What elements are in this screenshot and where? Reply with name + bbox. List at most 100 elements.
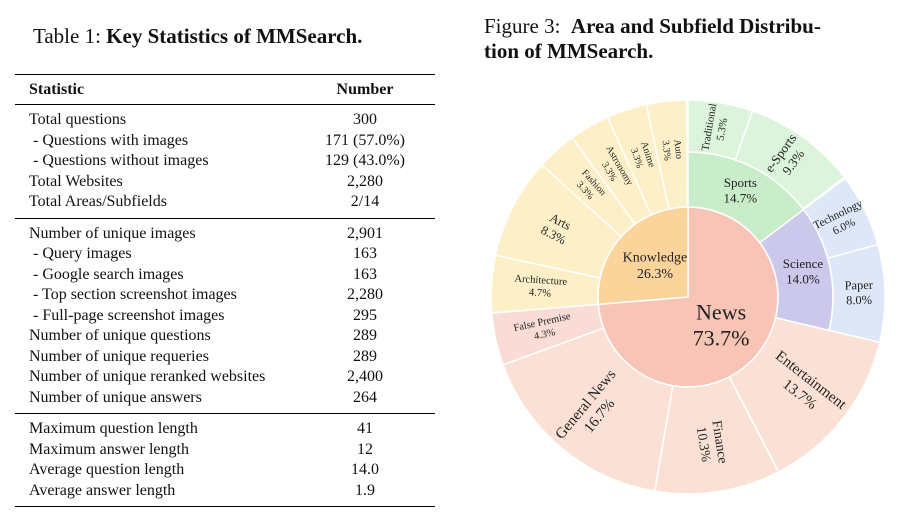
segment-name: News xyxy=(696,299,746,324)
row-group: Total questions 300 - Questions with image… xyxy=(15,104,435,218)
segment-value: 73.7% xyxy=(693,326,750,351)
caption-title: Area and Subfield Distribu- xyxy=(570,14,821,38)
sunburst-segment xyxy=(728,316,881,473)
number-cell: 129 (43.0%) xyxy=(325,152,405,170)
segment-name: Paper xyxy=(845,278,874,293)
number-cell: 2,400 xyxy=(347,368,383,386)
statistic-cell: Maximum question length xyxy=(29,420,198,438)
sunburst-chart: News73.7%Sports14.7%Traditional5.3%e-Spo… xyxy=(490,99,886,495)
number-cell: 289 xyxy=(353,347,377,365)
caption-label: Figure 3: xyxy=(484,14,561,38)
caption-label: Table 1: xyxy=(33,24,101,48)
sunburst-segment xyxy=(734,109,846,210)
statistic-cell: Number of unique requeries xyxy=(29,347,209,365)
segment-value: 8.0% xyxy=(846,293,872,307)
segment-value: 4.3% xyxy=(533,327,557,342)
header-row: Statistic Number xyxy=(15,75,435,104)
statistic-cell: Total questions xyxy=(29,111,127,129)
segment-name: Science xyxy=(783,256,824,271)
number-cell: 163 xyxy=(353,245,377,263)
segment-name: Architecture xyxy=(514,274,568,288)
number-cell: 12 xyxy=(357,440,373,458)
row-group: Maximum question length 41 Maximum answer … xyxy=(15,413,435,506)
table-row: Number of unique answers 264 xyxy=(15,388,435,409)
number-cell: 1.9 xyxy=(355,481,375,499)
table-row: Total Areas/Subfields 2/14 xyxy=(15,192,435,213)
statistic-cell: Total Websites xyxy=(29,172,123,190)
number-cell: 163 xyxy=(353,265,377,283)
segment-value: 14.7% xyxy=(724,191,758,206)
statistic-cell: Average question length xyxy=(29,461,185,479)
segment-name: Auto xyxy=(671,139,684,160)
row-group: Number of unique images 2,901 - Query imag… xyxy=(15,217,435,414)
caption-title: Key Statistics of MMSearch. xyxy=(106,24,363,48)
number-cell: 2,280 xyxy=(347,286,383,304)
table-row: Average answer length 1.9 xyxy=(15,481,435,502)
segment-name: Finance xyxy=(709,419,730,464)
statistic-cell: Number of unique questions xyxy=(29,327,211,345)
statistic-cell: - Questions with images xyxy=(33,131,189,149)
number-cell: 2,280 xyxy=(347,172,383,190)
segment-name: Sports xyxy=(724,175,757,190)
header-cell: Statistic xyxy=(29,80,85,98)
table-row: Maximum answer length 12 xyxy=(15,440,435,461)
segment-value: 3.3% xyxy=(660,140,673,162)
table-row: - Top section screenshot images 2,280 xyxy=(15,285,435,306)
segment-value: 5.3% xyxy=(715,117,731,141)
number-cell: 171 (57.0%) xyxy=(325,131,405,149)
table-row: Number of unique reranked websites 2,400 xyxy=(15,367,435,388)
table-row: Maximum question length 41 xyxy=(15,419,435,440)
header-cell: Number xyxy=(336,80,394,98)
table: Statistic Number Total questions 300 - Quest… xyxy=(15,74,435,507)
statistic-cell: - Top section screenshot images xyxy=(33,286,237,304)
statistic-cell: Total Areas/Subfields xyxy=(29,193,167,211)
table-row: - Questions without images 129 (43.0%) xyxy=(15,151,435,172)
caption-title: tion of MMSearch. xyxy=(484,39,654,63)
table-row: - Google search images 163 xyxy=(15,265,435,286)
number-cell: 41 xyxy=(357,420,373,438)
table-row: Number of unique requeries 289 xyxy=(15,347,435,368)
table-row: Average question length 14.0 xyxy=(15,460,435,481)
number-cell: 289 xyxy=(353,327,377,345)
segment-label: Knowledge 26.3% xyxy=(623,250,688,282)
statistic-cell: - Questions without images xyxy=(33,152,209,170)
statistic-cell: Maximum answer length xyxy=(29,440,189,458)
segment-value: 26.3% xyxy=(637,267,674,282)
sunburst-segment xyxy=(645,99,689,210)
table-caption: Table 1: Key Statistics of MMSearch. xyxy=(33,24,362,49)
statistic-cell: - Google search images xyxy=(33,265,184,283)
segment-value: 4.7% xyxy=(529,287,552,299)
sunburst-segment xyxy=(502,327,674,493)
table-row: Total questions 300 xyxy=(15,110,435,131)
number-cell: 14.0 xyxy=(351,461,379,479)
table-row: - Query images 163 xyxy=(15,244,435,265)
table-row: - Questions with images 171 (57.0%) xyxy=(15,131,435,152)
table-row: Total Websites 2,280 xyxy=(15,172,435,193)
statistic-cell: Number of unique reranked websites xyxy=(29,368,266,386)
figure-caption: Figure 3: Area and Subfield Distribu-tio… xyxy=(484,14,884,64)
statistic-cell: - Full-page screenshot images xyxy=(33,306,225,324)
statistic-cell: Average answer length xyxy=(29,481,176,499)
statistic-cell: - Query images xyxy=(33,245,132,263)
segment-value: 14.0% xyxy=(786,272,820,287)
segment-name: Knowledge xyxy=(623,250,688,265)
table-row: Number of unique questions 289 xyxy=(15,326,435,347)
number-cell: 295 xyxy=(353,306,377,324)
number-cell: 300 xyxy=(353,111,377,129)
number-cell: 2,901 xyxy=(347,224,383,242)
segment-value: 10.3% xyxy=(694,426,714,463)
number-cell: 2/14 xyxy=(350,193,380,211)
table-row: - Full-page screenshot images 295 xyxy=(15,306,435,327)
table-row: Number of unique images 2,901 xyxy=(15,224,435,245)
statistic-cell: Number of unique answers xyxy=(29,388,202,406)
